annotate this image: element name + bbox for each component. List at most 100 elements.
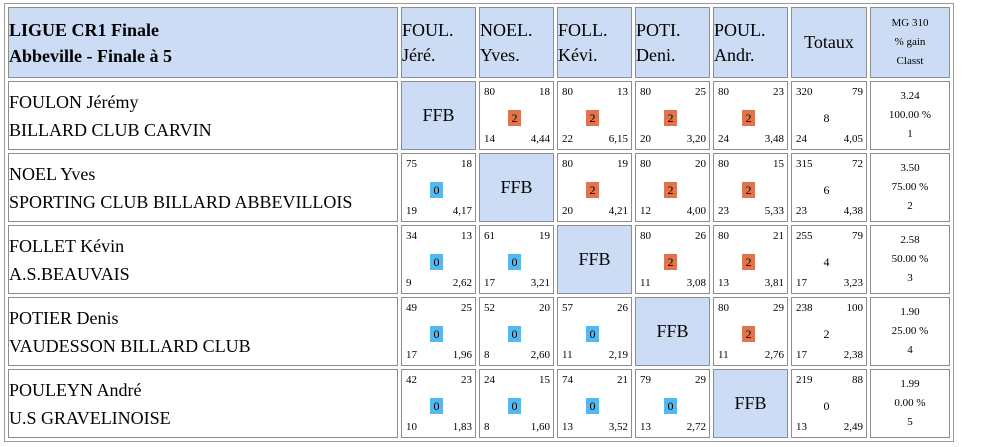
header-row: LIGUE CR1 Finale Abbeville - Finale à 5 … (8, 7, 950, 78)
innings: 17 (796, 349, 807, 361)
innings: 17 (796, 277, 807, 289)
best-run: 19 (539, 230, 550, 242)
points-scored: 320 (796, 86, 813, 98)
win-percentage: 75.00 % (891, 181, 929, 193)
mg-header-line-1: MG 310 (891, 17, 929, 29)
match-result-cell: 80 19 2 20 4,21 (557, 153, 632, 222)
match-result-cell: 80 23 2 24 3,48 (713, 81, 788, 150)
match-points-badge: 2 (742, 110, 755, 126)
best-run: 18 (539, 86, 550, 98)
innings: 12 (640, 205, 651, 217)
ffb-cell: FFB (557, 225, 632, 294)
general-average: 1.90 (900, 306, 920, 318)
points-scored: 255 (796, 230, 813, 242)
points-scored: 80 (718, 158, 729, 170)
best-run: 15 (773, 158, 784, 170)
match-points-badge: 2 (508, 110, 521, 126)
match-result-cell: 80 13 2 22 6,15 (557, 81, 632, 150)
best-run: 18 (461, 158, 472, 170)
points-scored: 80 (484, 86, 495, 98)
win-percentage: 100.00 % (888, 109, 932, 121)
player-club: U.S GRAVELINOISE (9, 407, 171, 428)
innings: 17 (406, 349, 417, 361)
match-result-cell: 57 26 0 11 2,19 (557, 297, 632, 366)
totals-cell: 219 88 0 13 2,49 (791, 369, 867, 438)
match-points-badge: 0 (430, 398, 443, 414)
column-header-line-2: Andr. (714, 44, 755, 65)
innings: 13 (718, 277, 729, 289)
mg-cell: 1.99 0.00 % 5 (870, 369, 950, 438)
column-header-line-2: Yves. (480, 44, 520, 65)
match-result-cell: 52 20 0 8 2,60 (479, 297, 554, 366)
points-scored: 79 (640, 374, 651, 386)
innings: 23 (796, 205, 807, 217)
column-header-line-1: NOEL. (480, 19, 533, 40)
player-row-pouleyn: POULEYN André U.S GRAVELINOISE 42 23 0 10 1,83… (8, 369, 950, 438)
points-scored: 80 (562, 86, 573, 98)
match-result-cell: 80 26 2 11 3,08 (635, 225, 710, 294)
best-run: 13 (617, 86, 628, 98)
match-result-cell: 80 20 2 12 4,00 (635, 153, 710, 222)
average: 6,15 (608, 133, 628, 145)
best-run: 20 (695, 158, 706, 170)
general-average: 1.99 (900, 378, 920, 390)
mg-cell: 2.58 50.00 % 3 (870, 225, 950, 294)
ffb-cell: FFB (479, 153, 554, 222)
mg-cell: 1.90 25.00 % 4 (870, 297, 950, 366)
best-run: 19 (617, 158, 628, 170)
totals-cell: 255 79 4 17 3,23 (791, 225, 867, 294)
match-result-cell: 34 13 0 9 2,62 (401, 225, 476, 294)
best-run: 79 (852, 86, 863, 98)
mg-cell: 3.50 75.00 % 2 (870, 153, 950, 222)
points-scored: 80 (718, 230, 729, 242)
average: 1,96 (452, 349, 472, 361)
average: 3,20 (686, 133, 706, 145)
column-header-line-2: Deni. (636, 44, 676, 65)
player-club: SPORTING CLUB BILLARD ABBEVILLOIS (9, 191, 353, 212)
win-percentage: 25.00 % (891, 325, 929, 337)
ranking: 4 (907, 344, 913, 356)
mg-header: MG 310 % gain Classt (870, 7, 950, 78)
average: 5,33 (764, 205, 784, 217)
column-header-potier: POTI. Deni. (635, 7, 710, 78)
average: 2,38 (843, 349, 863, 361)
average: 4,38 (843, 205, 863, 217)
player-club: VAUDESSON BILLARD CLUB (9, 335, 251, 356)
innings: 13 (640, 421, 651, 433)
innings: 19 (406, 205, 417, 217)
innings: 9 (406, 277, 412, 289)
average: 1,83 (452, 421, 472, 433)
player-name: POULEYN André (9, 379, 142, 400)
average: 3,21 (530, 277, 550, 289)
title-line-1: LIGUE CR1 Finale (9, 19, 160, 40)
average: 4,00 (686, 205, 706, 217)
general-average: 3.24 (900, 90, 920, 102)
best-run: 100 (846, 302, 864, 314)
match-result-cell: 61 19 0 17 3,21 (479, 225, 554, 294)
column-header-foulon: FOUL. Jéré. (401, 7, 476, 78)
win-percentage: 50.00 % (891, 253, 929, 265)
column-header-pouleyn: POUL. Andr. (713, 7, 788, 78)
column-header-line-2: Jéré. (402, 44, 436, 65)
innings: 24 (796, 133, 807, 145)
points-scored: 80 (640, 158, 651, 170)
match-points-badge: 2 (664, 110, 677, 126)
innings: 8 (484, 421, 490, 433)
innings: 20 (640, 133, 651, 145)
match-points-badge: 2 (742, 326, 755, 342)
best-run: 29 (773, 302, 784, 314)
average: 4,17 (452, 205, 472, 217)
ffb-cell: FFB (713, 369, 788, 438)
best-run: 20 (539, 302, 550, 314)
totals-cell: 320 79 8 24 4,05 (791, 81, 867, 150)
best-run: 72 (852, 158, 863, 170)
innings: 11 (562, 349, 573, 361)
average: 3,81 (764, 277, 784, 289)
points-scored: 75 (406, 158, 417, 170)
player-info: FOULON Jérémy BILLARD CLUB CARVIN (8, 81, 398, 150)
average: 3,48 (764, 133, 784, 145)
average: 2,60 (530, 349, 550, 361)
average: 3,23 (843, 277, 863, 289)
average: 2,19 (608, 349, 628, 361)
ffb-cell: FFB (401, 81, 476, 150)
